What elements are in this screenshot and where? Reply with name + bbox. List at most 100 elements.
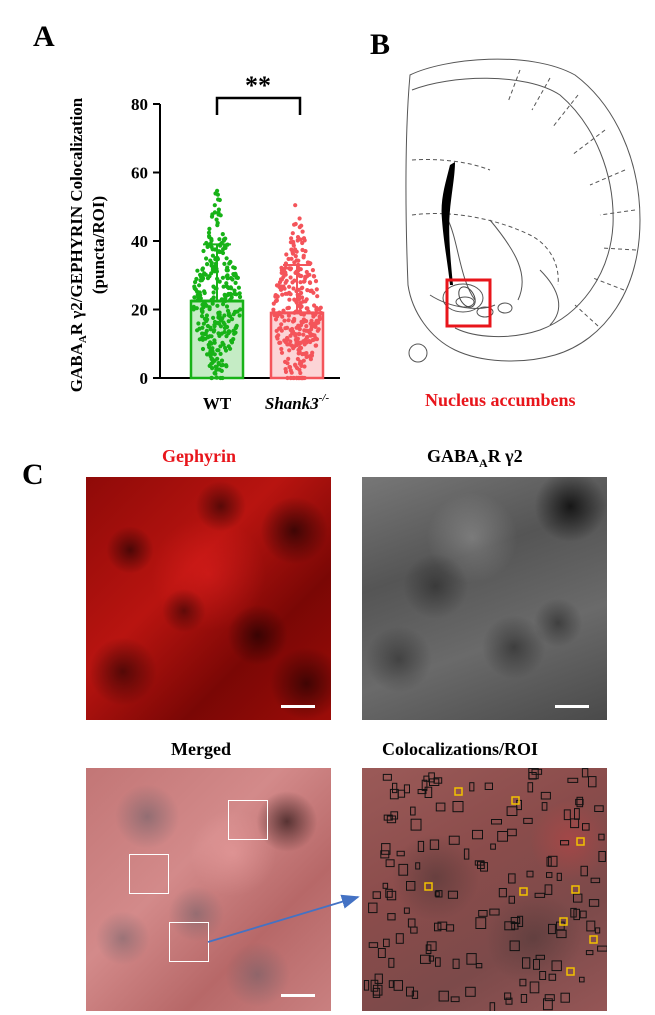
data-point bbox=[234, 292, 239, 297]
data-point bbox=[294, 325, 299, 330]
coloc-box bbox=[520, 994, 528, 1003]
coloc-box bbox=[392, 782, 398, 794]
nucleus-accumbens-box bbox=[445, 278, 492, 328]
data-point bbox=[285, 361, 290, 366]
data-point bbox=[305, 260, 310, 265]
data-point bbox=[289, 247, 294, 252]
nucleus-accumbens-label: Nucleus accumbens bbox=[425, 390, 576, 410]
coloc-box bbox=[477, 861, 485, 869]
data-point bbox=[317, 317, 322, 322]
data-point bbox=[312, 333, 317, 338]
data-point bbox=[300, 229, 305, 234]
coloc-box bbox=[570, 818, 580, 829]
data-point bbox=[292, 344, 297, 349]
data-point bbox=[304, 324, 309, 329]
coloc-box bbox=[517, 915, 524, 928]
data-point bbox=[203, 336, 208, 341]
data-point bbox=[302, 279, 307, 284]
data-point bbox=[210, 253, 215, 258]
data-point bbox=[287, 365, 293, 370]
coloc-box bbox=[374, 973, 383, 984]
coloc-box bbox=[424, 786, 433, 799]
data-point bbox=[207, 235, 212, 240]
data-point bbox=[297, 349, 302, 354]
coloc-box bbox=[383, 814, 393, 821]
data-point bbox=[304, 319, 309, 324]
data-point bbox=[309, 324, 314, 329]
coloc-box bbox=[543, 998, 553, 1011]
coloc-box bbox=[437, 921, 448, 930]
data-point bbox=[224, 274, 229, 279]
coloc-box bbox=[598, 851, 606, 862]
coloc-box bbox=[417, 840, 425, 853]
coloc-box bbox=[498, 888, 507, 898]
coloc-box bbox=[388, 980, 394, 988]
coloc-box bbox=[588, 776, 597, 788]
data-point bbox=[207, 307, 212, 312]
coloc-box bbox=[570, 907, 577, 918]
data-point bbox=[282, 318, 287, 323]
data-point bbox=[279, 350, 285, 355]
data-point bbox=[210, 301, 215, 306]
data-point bbox=[233, 280, 238, 285]
data-point bbox=[290, 331, 295, 336]
data-point bbox=[210, 356, 215, 362]
coloc-box bbox=[484, 782, 493, 791]
data-point bbox=[218, 344, 223, 349]
data-point bbox=[293, 247, 298, 252]
ylabel-rest: R γ2/GEPHYRIN Colocalization bbox=[67, 97, 86, 335]
data-point bbox=[230, 277, 235, 282]
data-point bbox=[229, 286, 234, 291]
coloc-box bbox=[526, 870, 534, 878]
data-point bbox=[209, 214, 215, 219]
coloc-box bbox=[393, 980, 403, 991]
data-point bbox=[213, 364, 218, 369]
data-point bbox=[290, 251, 296, 256]
coloc-box bbox=[448, 835, 460, 845]
data-point bbox=[291, 286, 296, 291]
coloc-box-highlight bbox=[576, 837, 585, 846]
data-point bbox=[300, 295, 305, 300]
coloc-box bbox=[497, 831, 508, 842]
data-point bbox=[298, 359, 303, 364]
coloc-box-highlight bbox=[454, 787, 463, 796]
coloc-box bbox=[363, 980, 370, 991]
data-point bbox=[232, 265, 237, 271]
data-point bbox=[302, 351, 307, 356]
data-point bbox=[309, 353, 314, 358]
roi-box bbox=[129, 854, 169, 894]
bar-chart: GABAAR γ2/GEPHYRIN Colocalization (punct… bbox=[67, 71, 340, 413]
data-point bbox=[204, 256, 209, 261]
data-point bbox=[277, 340, 282, 345]
coloc-box bbox=[519, 978, 527, 987]
data-point bbox=[202, 316, 207, 321]
coloc-box bbox=[411, 990, 419, 999]
data-point bbox=[301, 358, 306, 363]
data-point bbox=[205, 276, 211, 281]
ylabel-main: GABA bbox=[67, 342, 86, 392]
data-point bbox=[302, 364, 307, 369]
data-point bbox=[287, 297, 292, 302]
data-point bbox=[232, 288, 237, 293]
data-point bbox=[195, 268, 200, 273]
data-point bbox=[218, 324, 223, 329]
data-point bbox=[225, 268, 230, 273]
data-point bbox=[287, 284, 292, 289]
data-point bbox=[226, 331, 231, 336]
coloc-box bbox=[435, 802, 446, 812]
data-point bbox=[298, 305, 303, 310]
data-point bbox=[216, 210, 221, 215]
coloc-box bbox=[478, 910, 488, 917]
data-point bbox=[214, 367, 219, 372]
coloc-box bbox=[452, 958, 460, 969]
data-point bbox=[299, 223, 304, 228]
coloc-box bbox=[590, 877, 601, 884]
coloc-box bbox=[541, 802, 548, 811]
data-point bbox=[279, 268, 284, 273]
data-point bbox=[195, 293, 200, 298]
coloc-box bbox=[551, 960, 562, 972]
coloc-box bbox=[573, 893, 583, 903]
data-point bbox=[304, 354, 309, 360]
coloc-box bbox=[505, 997, 513, 1005]
data-point bbox=[205, 352, 210, 357]
